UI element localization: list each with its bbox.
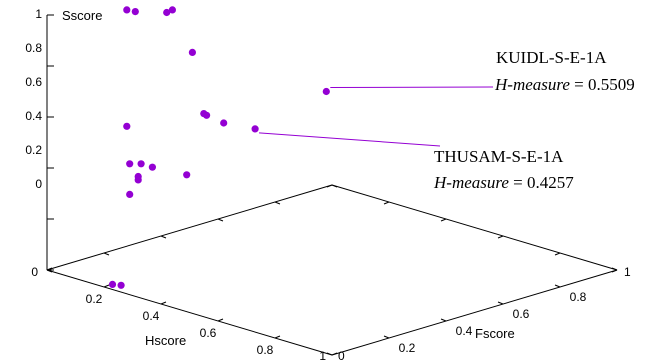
f-tick (326, 352, 333, 356)
annotation-kuidl-measure-label: H-measure (494, 75, 570, 94)
f-tick-label: 0.6 (513, 307, 530, 321)
annotation-thusam-value: 0.4257 (527, 173, 574, 192)
data-point (163, 8, 171, 17)
data-point (203, 111, 211, 119)
f-tick-label: 0.8 (570, 290, 587, 304)
back-h-tick (383, 201, 390, 205)
h-tick (160, 301, 167, 305)
axes (46, 15, 618, 356)
axis-tick-labels: 1 0.8 0.6 0.4 0.2 0 0 0.2 0.4 0.6 0.8 1 0.2 0.4 0.6 0.8… (25, 7, 631, 362)
annotation-kuidl-value: 0.5509 (588, 75, 635, 94)
f-tick-label: 0 (338, 349, 345, 362)
h-tick (103, 284, 110, 288)
h-tick (274, 335, 281, 339)
back-h-tick (554, 252, 561, 256)
annotation-thusam: THUSAM-S-E-1A H-measure = 0.4257 (259, 132, 574, 192)
h-tick-label: 1 (319, 349, 326, 362)
f-tick-label: 0.4 (456, 324, 473, 338)
s-tick-label: 0 (35, 177, 42, 191)
data-point (108, 280, 117, 288)
s-tick-label: 0.2 (25, 143, 42, 157)
back-h-axis-line (331, 184, 618, 271)
f-tick (440, 318, 447, 322)
data-point (168, 6, 176, 14)
h-tick-label: 0.6 (200, 326, 217, 340)
f-tick (554, 284, 561, 288)
data-point (322, 87, 330, 96)
axis-ticks (46, 14, 618, 356)
annotation-thusam-measure-label: H-measure (433, 173, 509, 192)
data-point (251, 125, 259, 133)
h-tick-label: 0.2 (86, 292, 103, 306)
data-point (148, 163, 156, 171)
f-axis-label: Fscore (475, 326, 515, 341)
data-point (183, 171, 191, 179)
back-h-tick (440, 218, 447, 222)
data-point (123, 6, 131, 14)
annotation-kuidl-equals: = (570, 75, 588, 94)
s-tick-label: 0.8 (25, 41, 42, 55)
data-point (188, 48, 196, 57)
back-h-tick (611, 269, 618, 273)
s-tick-label: 0.4 (25, 109, 42, 123)
f-tick (383, 335, 390, 339)
data-point (131, 8, 139, 16)
f-tick-label: 1 (624, 265, 631, 279)
data-point (123, 122, 131, 130)
s-tick-label: 0.6 (25, 75, 42, 89)
s-tick-label: 1 (35, 7, 42, 21)
h-axis-line (46, 269, 333, 356)
h-tick (46, 267, 53, 271)
back-h-tick (326, 184, 333, 188)
back-f-tick (274, 201, 281, 205)
origin-tick-label: 0 (31, 265, 38, 279)
h-tick (331, 352, 338, 356)
h-tick-label: 0.8 (257, 343, 274, 357)
data-point (126, 190, 134, 198)
annotation-thusam-leader (259, 132, 441, 147)
data-point (126, 160, 134, 168)
data-point (117, 281, 125, 289)
back-f-tick (160, 235, 167, 239)
f-tick-label: 0.2 (399, 341, 416, 355)
h-axis-label: Hscore (145, 333, 186, 348)
back-f-axis-line (46, 184, 333, 271)
h-tick-label: 0.4 (143, 309, 160, 323)
back-f-tick (217, 218, 224, 222)
annotation-thusam-equals: = (509, 173, 527, 192)
annotation-kuidl-name: KUIDL-S-E-1A (496, 48, 607, 67)
back-f-tick (331, 184, 338, 188)
annotation-thusam-name: THUSAM-S-E-1A (434, 147, 564, 166)
data-point (134, 176, 142, 184)
f-tick (611, 267, 618, 271)
annotation-kuidl-value-line: H-measure = 0.5509 (494, 75, 635, 94)
data-point (137, 160, 145, 168)
annotation-kuidl-leader (330, 86, 494, 88)
annotation-kuidl: KUIDL-S-E-1A H-measure = 0.5509 (330, 48, 635, 94)
h-tick (217, 318, 224, 322)
data-point (220, 119, 228, 127)
f-tick (497, 301, 504, 305)
s-axis-label: Sscore (62, 8, 102, 23)
back-f-tick (46, 269, 53, 273)
annotation-thusam-value-line: H-measure = 0.4257 (433, 173, 574, 192)
data-points (108, 6, 330, 289)
back-h-tick (497, 235, 504, 239)
back-f-tick (103, 252, 110, 256)
f-axis-line (331, 269, 618, 356)
